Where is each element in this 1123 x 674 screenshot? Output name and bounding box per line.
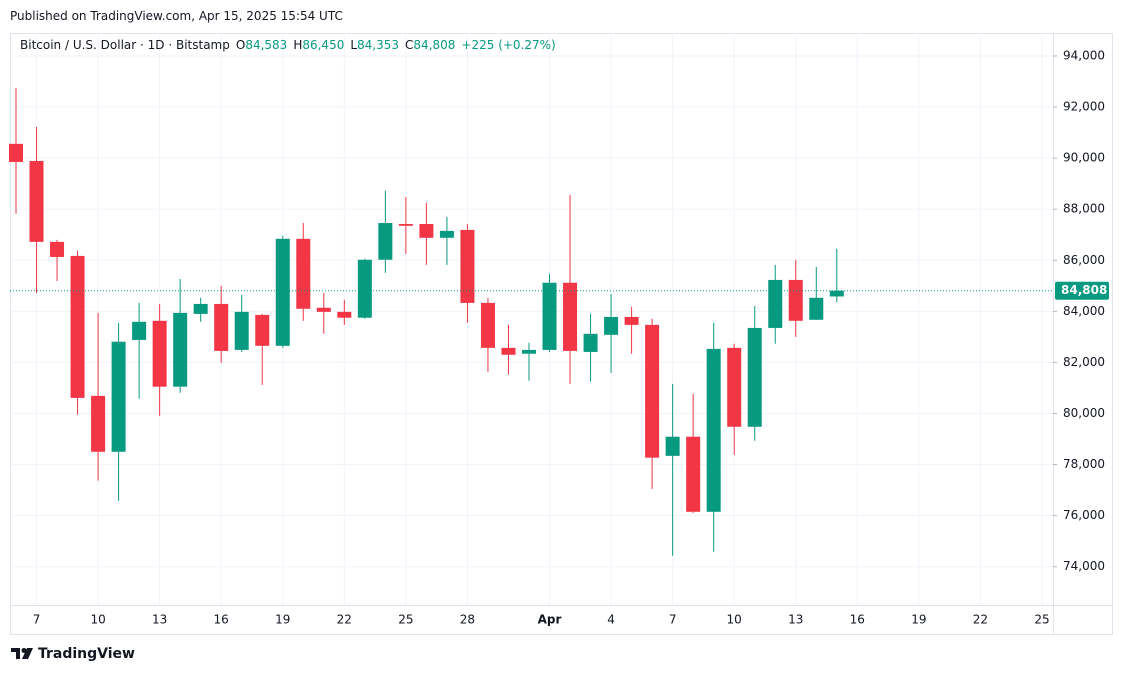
candle-body	[706, 348, 721, 512]
candle-body	[29, 160, 44, 242]
x-tick-label: 10	[90, 613, 105, 627]
x-tick-label: 16	[214, 613, 229, 627]
candle-body	[768, 279, 783, 328]
candle-body	[337, 311, 352, 318]
candle-body	[563, 282, 578, 351]
x-tick-label: 4	[607, 613, 615, 627]
candle-body	[398, 224, 413, 226]
y-tick-label: 76,000	[1063, 508, 1105, 522]
y-tick-label: 90,000	[1063, 151, 1105, 165]
y-tick-label: 84,000	[1063, 304, 1105, 318]
logo	[11, 648, 33, 659]
candle-body	[378, 222, 393, 260]
y-tick-label: 88,000	[1063, 202, 1105, 216]
candle-body	[522, 349, 536, 354]
legend-key: O	[235, 38, 246, 52]
candle-body	[255, 314, 270, 346]
candle-body	[788, 279, 803, 321]
x-tick-label: 13	[788, 613, 803, 627]
legend-key: H	[293, 38, 303, 52]
candle-body	[460, 229, 475, 303]
candle-body	[234, 311, 249, 350]
legend-change: +225 (+0.27%)	[461, 38, 556, 52]
y-tick-label: 78,000	[1063, 457, 1105, 471]
candle-body	[501, 347, 516, 355]
grid	[10, 33, 1053, 605]
candle-body	[829, 290, 844, 297]
last-price-box	[1055, 281, 1109, 300]
logo-dot	[21, 648, 27, 653]
y-tick-label: 82,000	[1063, 355, 1105, 369]
candle-body	[214, 303, 229, 351]
candle-body	[419, 224, 434, 238]
y-tick-label: 74,000	[1063, 559, 1105, 573]
x-tick-label: 25	[1034, 613, 1049, 627]
candle-body	[480, 302, 495, 348]
candle-body	[604, 316, 619, 335]
candle-body	[173, 312, 188, 387]
y-tick-label: 86,000	[1063, 253, 1105, 267]
x-tick-label: 22	[337, 613, 352, 627]
candle-body	[50, 241, 65, 257]
candle-body	[193, 303, 208, 314]
footer-brand: TradingView	[38, 646, 135, 662]
candle-body	[439, 230, 454, 238]
candle-body	[645, 324, 660, 458]
x-tick-label: 19	[275, 613, 290, 627]
chart-frame	[10, 33, 1113, 635]
candles	[9, 87, 1053, 556]
legend-value: 84,808	[413, 38, 456, 52]
candle-body	[91, 395, 106, 452]
candle-body	[70, 255, 85, 398]
legend-value: 84,353	[357, 38, 400, 52]
published-note: Published on TradingView.com, Apr 15, 20…	[10, 9, 343, 23]
x-tick-label: 22	[973, 613, 988, 627]
candle-body	[152, 320, 167, 387]
x-tick-label: 10	[727, 613, 742, 627]
symbol-title: Bitcoin / U.S. Dollar · 1D · Bitstamp	[20, 38, 230, 52]
candle-body	[809, 297, 824, 320]
candle-body	[357, 259, 372, 318]
y-tick-label: 94,000	[1063, 48, 1105, 62]
logo-mark	[11, 648, 20, 659]
candle-body	[727, 347, 742, 427]
candle-body	[9, 143, 23, 162]
candle-body	[275, 238, 290, 346]
axes: 74,000 76,000 78,000 80,000 82,000 84,000 86,0…	[33, 48, 1109, 627]
y-tick-label: 80,000	[1063, 406, 1105, 420]
legend-key: C	[405, 38, 414, 52]
x-tick-label: 13	[152, 613, 167, 627]
candle-body	[316, 307, 331, 312]
candle-body	[542, 282, 557, 350]
x-tick-label: Apr	[538, 613, 562, 627]
candle-body	[296, 238, 311, 309]
last-price-label: 84,808	[1061, 283, 1107, 297]
legend-value: 86,450	[302, 38, 345, 52]
x-tick-label: 19	[911, 613, 926, 627]
x-tick-label: 16	[850, 613, 865, 627]
legend-value: 84,583	[245, 38, 288, 52]
y-tick-label: 92,000	[1063, 100, 1105, 114]
candle-body	[583, 333, 598, 352]
x-tick-label: 7	[33, 613, 41, 627]
candle-body	[665, 436, 680, 456]
legend-key: L	[350, 38, 358, 52]
candle-body	[686, 436, 701, 512]
candle-body	[111, 341, 126, 452]
x-tick-label: 25	[398, 613, 413, 627]
logo-slash	[22, 648, 33, 659]
x-tick-label: 28	[460, 613, 475, 627]
candle-body	[624, 316, 639, 325]
candle-body	[132, 321, 147, 340]
candle-body	[747, 327, 762, 427]
x-tick-label: 7	[669, 613, 677, 627]
